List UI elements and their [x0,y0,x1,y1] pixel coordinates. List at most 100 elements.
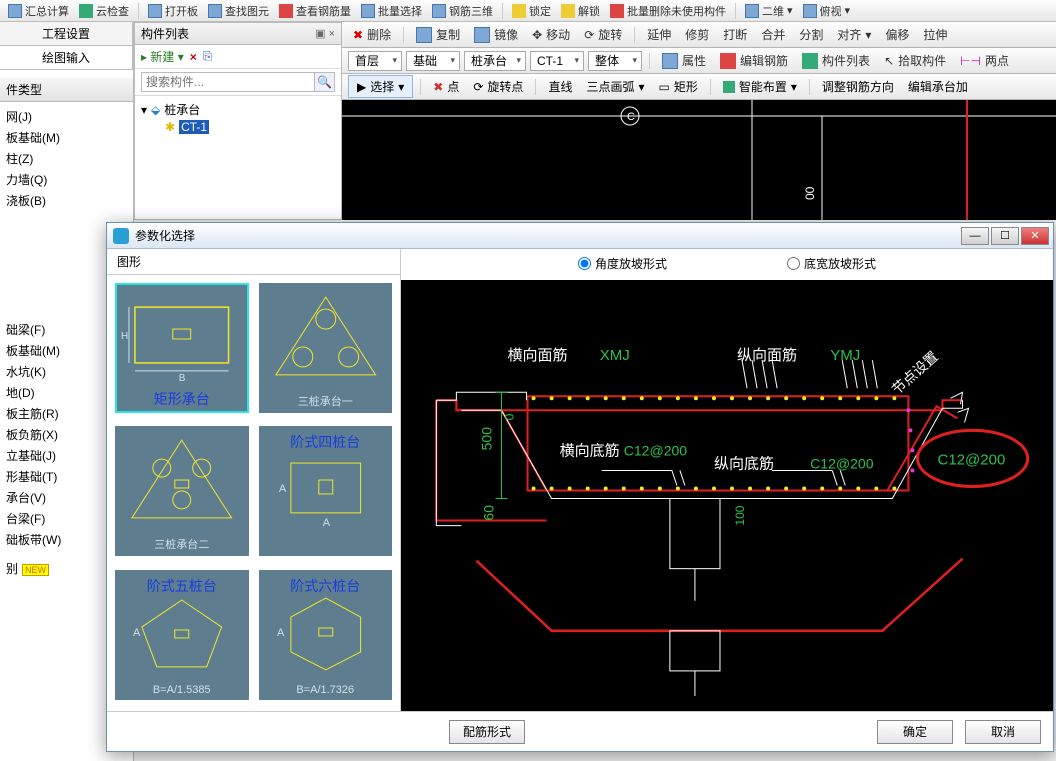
pt-btn[interactable]: ✖点 [428,78,464,95]
delbatch-icon [610,4,624,18]
editcap-btn[interactable]: 编辑承台加 [903,78,973,95]
floor-toolbar: 首层 基础 桩承台 CT-1 整体 属性 编辑钢筋 构件列表 ↖拾取构件 ⊢⊣两… [342,48,1056,74]
svg-text:纵向面筋: 纵向面筋 [737,347,797,364]
canvas[interactable]: C 00 [342,100,1056,220]
shape-cap: 矩形承台 [154,389,210,409]
rb-item[interactable]: 汇总计算 [4,2,73,20]
del-icon[interactable]: × [190,50,197,64]
tb-mirror[interactable]: 镜像 [469,25,523,45]
tb-ext[interactable]: 延伸 [642,25,676,45]
3d-icon [432,4,446,18]
copy-icon[interactable]: ⎘ [203,49,213,64]
left-tabs: 工程设置 [0,22,133,46]
cancel-button[interactable]: 取消 [965,720,1041,744]
search-input[interactable] [141,72,315,92]
tb-copy[interactable]: 复制 [411,25,465,45]
rb-item[interactable]: 查找图元 [204,2,273,20]
btn-complist[interactable]: 构件列表 [797,51,875,71]
cat-item[interactable]: 板基础(M) [0,127,133,148]
line-btn[interactable]: 直线 [543,78,577,95]
close-button[interactable]: ✕ [1021,227,1049,245]
rb-item[interactable]: 钢筋三维 [428,2,497,20]
shape-rect[interactable]: B H 矩形承台 [115,283,249,413]
comp-pin[interactable]: ▣ × [315,27,335,40]
svg-text:60: 60 [480,505,496,521]
tb-del[interactable]: ✖删除 [348,25,396,45]
preview-pane: 角度放坡形式 底宽放坡形式 [401,249,1053,711]
max-button[interactable]: ☐ [991,227,1019,245]
ribbon: 汇总计算 云检查 打开板 查找图元 查看钢筋量 批量选择 钢筋三维 锁定 解锁 … [0,0,1056,22]
rb-item[interactable]: 云检查 [75,2,133,20]
shape-cap: 阶式六桩台 [290,576,360,596]
shape-tri1[interactable]: 三桩承台一 [259,283,393,413]
tab-draw[interactable]: 绘图输入 [0,46,133,69]
tb-join[interactable]: 合并 [756,25,790,45]
param-dialog: 参数化选择 — ☐ ✕ 图形 B H 矩形承台 [106,222,1054,752]
rb-item[interactable]: 解锁 [557,2,604,20]
svg-text:横向面筋: 横向面筋 [507,347,567,364]
svg-text:A: A [322,517,330,529]
tree-child[interactable]: ✱ CT-1 [141,119,335,135]
shape-sub: B=A/1.5385 [153,684,211,696]
select-button[interactable]: ▶ 选择 ▾ [348,75,413,98]
tb-rot[interactable]: ⟳旋转 [579,25,627,45]
rb-item[interactable]: 打开板 [144,2,202,20]
rot-btn[interactable]: ⟳旋转点 [468,78,528,95]
btn-prop[interactable]: 属性 [657,51,711,71]
btn-two[interactable]: ⊢⊣两点 [955,51,1014,71]
rb-item[interactable]: 查看钢筋量 [275,2,355,20]
svg-text:YMJ: YMJ [830,347,860,364]
tb-stretch[interactable]: 拉伸 [918,25,952,45]
svg-text:C12@200: C12@200 [937,451,1005,468]
top-icon [803,4,817,18]
adjust-btn[interactable]: 调整钢筋方向 [817,78,899,95]
dd-type[interactable]: 基础 [406,51,460,71]
tb-align[interactable]: 对齐 ▾ [832,25,876,45]
unlock-icon [561,4,575,18]
dd-code[interactable]: CT-1 [530,51,584,71]
comp-title: 构件列表 [141,25,189,42]
smart-btn[interactable]: 智能布置 ▾ [718,78,802,95]
btn-editrebar[interactable]: 编辑钢筋 [715,51,793,71]
dd-sub[interactable]: 桩承台 [464,51,526,71]
cat-item[interactable]: 柱(Z) [0,148,133,169]
radio-angle[interactable]: 角度放坡形式 [578,255,667,272]
tb-split[interactable]: 分割 [794,25,828,45]
rb-item[interactable]: 批量选择 [357,2,426,20]
shape-step6[interactable]: A 阶式六桩台 B=A/1.7326 [259,570,393,700]
dialog-icon [113,228,129,244]
rb-item[interactable]: 锁定 [508,2,555,20]
shape-step5[interactable]: A 阶式五桩台 B=A/1.5385 [115,570,249,700]
search-icon[interactable]: 🔍 [315,72,335,92]
svg-text:500: 500 [478,427,494,451]
tb-trim[interactable]: 修剪 [680,25,714,45]
diagram[interactable]: 500 0 60 100 横向面筋 XMJ 纵向面筋 YMJ 横向底筋 C12@… [401,280,1053,711]
tb-offset[interactable]: 偏移 [880,25,914,45]
min-button[interactable]: — [961,227,989,245]
tb-break[interactable]: 打断 [718,25,752,45]
tree-root[interactable]: ▾ ⬙ 桩承台 [141,100,335,119]
rb-item[interactable]: 俯视 ▾ [799,2,855,20]
dd-floor[interactable]: 首层 [348,51,402,71]
rb-item[interactable]: 批量删除未使用构件 [606,2,730,20]
new-btn[interactable]: ▸ 新建 ▾ [141,48,184,65]
shape-tri2[interactable]: 三桩承台二 [115,426,249,556]
cfg-button[interactable]: 配筋形式 [449,720,525,744]
dd-mode[interactable]: 整体 [588,51,642,71]
cat-list-1: 网(J) 板基础(M) 柱(Z) 力墙(Q) 浇板(B) [0,102,133,215]
rb-item[interactable]: 二维 ▾ [741,2,797,20]
rect-btn[interactable]: ▭矩形 [654,78,703,95]
arc-btn[interactable]: 三点画弧 ▾ [581,78,649,95]
tb-move[interactable]: ✥移动 [527,25,575,45]
ok-button[interactable]: 确定 [877,720,953,744]
cat-item[interactable]: 浇板(B) [0,190,133,211]
shape-cap: 阶式四桩台 [290,432,360,452]
btn-pick[interactable]: ↖拾取构件 [879,51,951,71]
dialog-titlebar[interactable]: 参数化选择 — ☐ ✕ [107,223,1053,249]
shape-step4[interactable]: A A 阶式四桩台 [259,426,393,556]
tab-settings[interactable]: 工程设置 [0,22,133,45]
svg-text:XMJ: XMJ [600,347,630,364]
radio-width[interactable]: 底宽放坡形式 [787,255,876,272]
cat-item[interactable]: 力墙(Q) [0,169,133,190]
cat-item[interactable]: 网(J) [0,106,133,127]
